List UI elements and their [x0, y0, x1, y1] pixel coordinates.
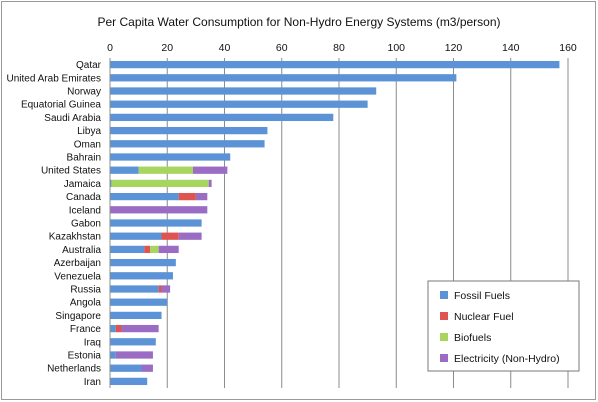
legend-label-electricity-non-hydro: Electricity (Non-Hydro)	[454, 353, 560, 365]
bar-russia-electricity-non-hydro	[161, 285, 171, 293]
x-tick-label-140: 140	[502, 42, 520, 54]
category-label-libya: Libya	[77, 126, 101, 137]
bar-qatar-fossil-fuels	[110, 60, 560, 69]
bar-angola-fossil-fuels	[110, 298, 168, 306]
bar-russia-fossil-fuels	[110, 285, 159, 293]
category-label-iceland: Iceland	[69, 205, 101, 216]
bar-jamaica-biofuels	[111, 179, 209, 188]
bar-bahrain-fossil-fuels	[110, 153, 231, 161]
bar-united-arab-emirates-fossil-fuels	[110, 74, 457, 82]
bar-australia-fossil-fuels	[110, 245, 145, 254]
category-label-kazakhstan: Kazakhstan	[49, 232, 101, 243]
bar-kazakhstan-fossil-fuels	[110, 232, 162, 240]
category-label-singapore: Singapore	[55, 311, 101, 322]
category-label-russia: Russia	[70, 285, 101, 296]
bar-netherlands-fossil-fuels	[110, 364, 142, 372]
x-tick-label-60: 60	[276, 42, 288, 54]
bar-france-nuclear-fuel	[115, 324, 122, 333]
chart-title: Per Capita Water Consumption for Non-Hyd…	[97, 15, 500, 29]
bar-estonia-electricity-non-hydro	[115, 351, 153, 359]
category-label-oman: Oman	[74, 139, 101, 150]
legend-swatch-electricity-non-hydro	[440, 354, 448, 362]
bar-venezuela-fossil-fuels	[110, 272, 173, 280]
category-label-angola: Angola	[70, 298, 102, 309]
bar-libya-fossil-fuels	[110, 126, 268, 135]
category-label-iran: Iran	[84, 377, 101, 388]
bar-singapore-fossil-fuels	[110, 311, 162, 320]
bar-equatorial-guinea-fossil-fuels	[110, 100, 368, 108]
axis-layer: 0 20 40 60 80 100 120 140 160 Qatar United Arab Em…	[7, 42, 577, 388]
x-tick-label-160: 160	[559, 42, 577, 54]
category-label-canada: Canada	[66, 192, 101, 203]
x-tick-label-0: 0	[107, 42, 113, 54]
legend: Fossil Fuels Nuclear Fuel Biofuels Elect…	[427, 280, 580, 372]
bar-jamaica-fossil-fuels	[110, 179, 112, 188]
legend-box	[427, 280, 580, 372]
category-label-gabon: Gabon	[71, 219, 101, 230]
bar-estonia-fossil-fuels	[110, 351, 116, 359]
legend-swatch-fossil-fuels	[440, 291, 448, 299]
category-label-saudi-arabia: Saudi Arabia	[44, 113, 101, 124]
bar-canada-nuclear-fuel	[178, 192, 196, 201]
legend-label-nuclear-fuel: Nuclear Fuel	[454, 311, 514, 323]
category-label-equatorial-guinea: Equatorial Guinea	[21, 100, 101, 111]
bar-canada-fossil-fuels	[110, 192, 179, 201]
category-label-united-states: United States	[41, 166, 101, 177]
bar-france-electricity-non-hydro	[121, 324, 159, 333]
category-label-bahrain: Bahrain	[67, 153, 101, 164]
bar-saudi-arabia-fossil-fuels	[110, 113, 334, 122]
bar-russia-nuclear-fuel	[158, 285, 162, 293]
category-label-united-arab-emirates: United Arab Emirates	[7, 73, 102, 84]
legend-label-fossil-fuels: Fossil Fuels	[454, 290, 510, 302]
category-label-australia: Australia	[62, 245, 101, 256]
bar-iran-fossil-fuels	[110, 377, 148, 386]
bar-netherlands-electricity-non-hydro	[141, 364, 153, 372]
x-tick-label-120: 120	[445, 42, 463, 54]
x-tick-label-80: 80	[333, 42, 345, 54]
category-label-netherlands: Netherlands	[47, 364, 101, 375]
bar-iceland-electricity-non-hydro	[110, 206, 208, 214]
x-tick-label-40: 40	[219, 42, 231, 54]
bars-layer	[110, 60, 560, 386]
bar-united-states-biofuels	[138, 166, 194, 174]
category-label-jamaica: Jamaica	[64, 179, 102, 190]
legend-swatch-biofuels	[440, 333, 448, 341]
bar-united-states-electricity-non-hydro	[193, 166, 228, 174]
bar-iraq-fossil-fuels	[110, 338, 156, 346]
x-tick-label-20: 20	[161, 42, 173, 54]
bar-france-fossil-fuels	[110, 324, 116, 333]
bar-oman-fossil-fuels	[110, 140, 265, 148]
x-tick-label-100: 100	[387, 42, 405, 54]
category-label-iraq: Iraq	[84, 337, 101, 348]
bar-kazakhstan-nuclear-fuel	[161, 232, 179, 240]
legend-label-biofuels: Biofuels	[454, 332, 491, 344]
bar-united-states-fossil-fuels	[110, 166, 139, 174]
category-label-estonia: Estonia	[68, 351, 102, 362]
bar-jamaica-electricity-non-hydro	[208, 179, 212, 188]
category-label-france: France	[70, 324, 102, 335]
category-label-norway: Norway	[67, 87, 101, 98]
bar-gabon-fossil-fuels	[110, 219, 202, 227]
bar-australia-electricity-non-hydro	[158, 245, 179, 254]
legend-swatch-nuclear-fuel	[440, 312, 448, 320]
category-label-azerbaijan: Azerbaijan	[54, 258, 101, 269]
category-label-qatar: Qatar	[76, 60, 102, 71]
category-label-venezuela: Venezuela	[54, 271, 101, 282]
grid-layer	[109, 58, 569, 388]
bar-australia-biofuels	[150, 245, 159, 254]
bar-azerbaijan-fossil-fuels	[110, 258, 176, 267]
bar-norway-fossil-fuels	[110, 87, 377, 95]
bar-kazakhstan-electricity-non-hydro	[178, 232, 202, 240]
bar-canada-electricity-non-hydro	[195, 192, 208, 201]
bar-australia-nuclear-fuel	[144, 245, 151, 254]
